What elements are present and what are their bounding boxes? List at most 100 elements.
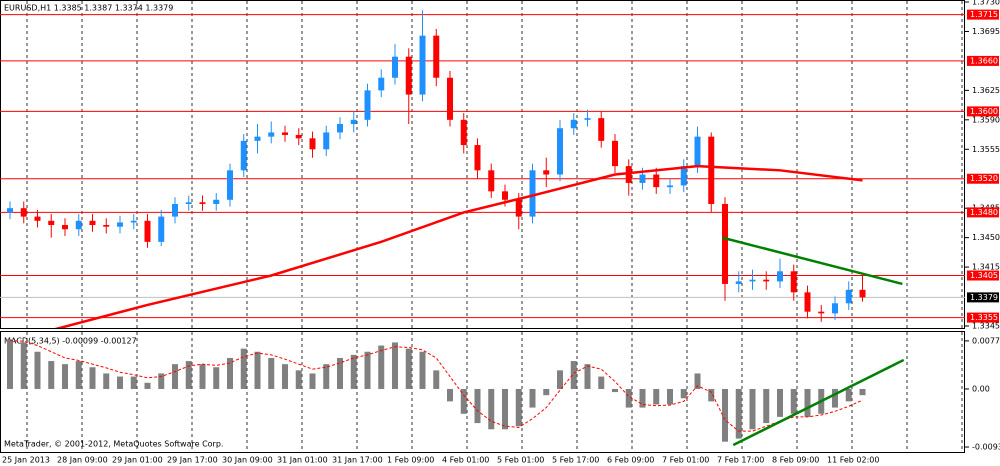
macd-bar	[474, 388, 481, 424]
level-label: 1.3660	[970, 56, 998, 65]
candle-body	[350, 119, 357, 125]
macd-plot	[7, 339, 866, 442]
macd-bar	[89, 367, 96, 389]
candle-body	[130, 220, 137, 223]
macd-bar	[859, 388, 866, 396]
candle-body	[460, 119, 467, 146]
y-tick-label: 1.3695	[972, 27, 1000, 36]
candle-body	[62, 225, 68, 230]
candle-body	[268, 132, 275, 137]
candle-body	[598, 118, 605, 141]
x-tick-label: 28 Jan 09:00	[57, 456, 108, 465]
candle-body	[694, 136, 701, 167]
candle-body	[474, 145, 481, 171]
macd-bar	[75, 361, 82, 389]
candle-body	[323, 132, 330, 150]
level-label: 1.3715	[970, 10, 998, 19]
macd-bar	[433, 370, 440, 389]
candle-body	[172, 203, 178, 217]
x-tick-label: 5 Feb 17:00	[552, 456, 599, 465]
candle-body	[364, 90, 371, 120]
candle-body	[7, 208, 13, 213]
x-tick-label: 8 Feb 09:00	[772, 456, 819, 465]
macd-bar	[832, 388, 838, 408]
level-label: 1.3600	[970, 107, 998, 116]
macd-bar	[488, 388, 495, 430]
macd-bar	[639, 388, 646, 408]
candle-body	[447, 77, 453, 120]
macd-bar	[612, 388, 618, 393]
macd-bar	[282, 364, 288, 389]
x-tick-label: 6 Feb 09:00	[607, 456, 654, 465]
chart-title: EURUSD,H1 1.3385 1.3387 1.3374 1.3379	[4, 4, 173, 13]
macd-bar	[323, 364, 330, 389]
candle-body	[117, 222, 123, 227]
x-tick-label: 31 Jan 01:00	[277, 456, 328, 465]
level-label-box	[967, 9, 999, 20]
macd-bar	[845, 388, 852, 402]
macd-bar	[763, 388, 770, 424]
candle-body	[763, 279, 770, 282]
candle-body	[240, 140, 247, 171]
y-tick-label: 1.3450	[972, 233, 1000, 242]
macd-bar	[364, 351, 371, 389]
x-tick-label: 30 Jan 09:00	[222, 456, 273, 465]
macd-bar	[213, 367, 220, 389]
y-tick-label: 1.3415	[972, 263, 1000, 272]
level-label-box	[967, 173, 999, 184]
candle-body	[653, 174, 660, 188]
macd-bar	[227, 357, 233, 389]
macd-bar	[199, 364, 206, 389]
candle-body	[405, 56, 412, 95]
macd-bar	[735, 388, 742, 439]
macd-bar	[103, 373, 110, 389]
x-tick-label: 11 Feb 02:00	[827, 456, 879, 465]
macd-bar	[557, 370, 563, 389]
macd-bar	[653, 388, 660, 405]
candle-body	[859, 289, 866, 298]
candle-body	[502, 191, 508, 200]
macd-bar	[804, 388, 811, 417]
candle-body	[378, 77, 385, 91]
macd-bar	[34, 351, 41, 389]
candle-body	[75, 220, 82, 230]
macd-bar	[749, 388, 756, 430]
macd-bar	[62, 364, 68, 389]
x-tick-label: 5 Feb 01:00	[497, 456, 544, 465]
candle-body	[199, 202, 206, 204]
candle-body	[818, 311, 825, 314]
candle-body	[419, 35, 426, 95]
x-tick-label: 4 Feb 01:00	[442, 456, 489, 465]
candle-body	[433, 35, 440, 78]
candle-body	[89, 220, 96, 226]
candle-body	[570, 119, 577, 129]
candle-body	[392, 56, 398, 78]
macd-bar	[7, 339, 13, 389]
macd-bar	[460, 388, 467, 414]
candle-body	[282, 132, 288, 135]
macd-bar	[515, 388, 522, 427]
macd-signal	[9, 340, 863, 432]
macd-bar	[680, 388, 687, 399]
candle-body	[34, 216, 41, 221]
candle-body	[144, 220, 151, 242]
macd-bar	[447, 388, 453, 402]
candle-body	[625, 166, 632, 183]
candle-body	[639, 174, 646, 183]
candle-body	[337, 124, 343, 133]
candle-body	[804, 292, 811, 312]
macd-bar	[144, 382, 151, 389]
x-tick-label: 25 Jan 2013	[2, 456, 50, 465]
macd-bar	[502, 388, 508, 430]
candle-body	[48, 220, 55, 226]
macd-title: MACD(5,34,5) -0.00099 -0.00127	[4, 337, 137, 346]
macd-bar	[117, 376, 123, 389]
candle-body	[790, 271, 797, 293]
y-tick-label: 1.3345	[972, 322, 1000, 331]
level-label-box	[967, 312, 999, 323]
macd-bar	[337, 357, 343, 389]
macd-bar	[378, 345, 385, 389]
candle-body	[708, 136, 715, 204]
x-tick-label: 7 Feb 01:00	[662, 456, 709, 465]
